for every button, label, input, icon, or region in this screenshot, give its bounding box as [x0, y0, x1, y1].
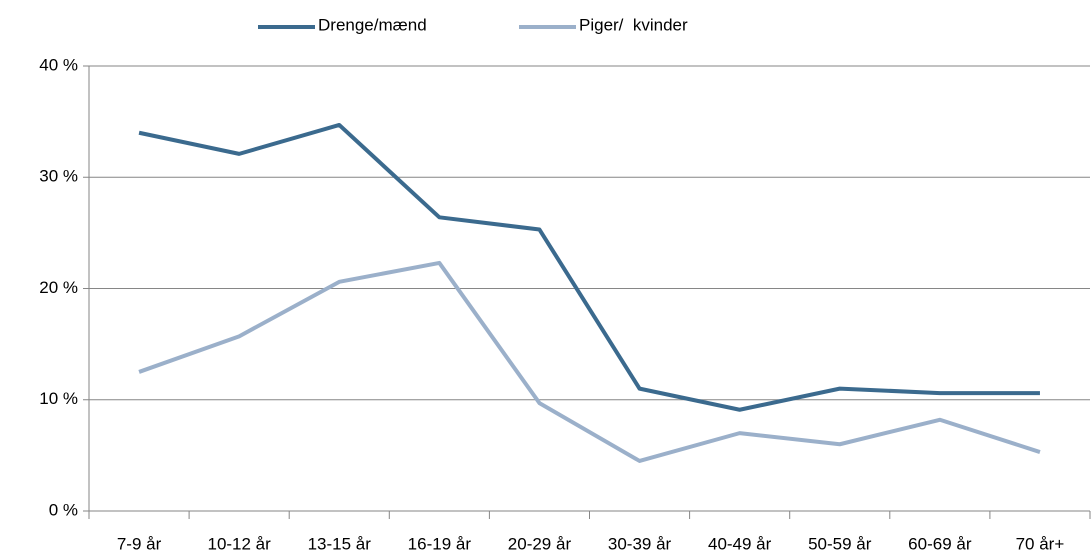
legend-label: Drenge/mænd	[318, 15, 427, 34]
x-tick-label: 50-59 år	[808, 534, 872, 553]
x-tick-label: 30-39 år	[608, 534, 672, 553]
y-tick-label: 30 %	[39, 167, 78, 186]
series-line	[138, 260, 1041, 463]
legend-label: Piger/ kvinder	[579, 15, 688, 34]
y-tick-label: 0 %	[49, 500, 78, 519]
x-tick-label: 7-9 år	[117, 534, 162, 553]
x-tick-label: 60-69 år	[908, 534, 972, 553]
x-tick-label: 70 år+	[1016, 534, 1065, 553]
x-tick-label: 10-12 år	[207, 534, 271, 553]
y-tick-label: 20 %	[39, 278, 78, 297]
y-tick-label: 10 %	[39, 389, 78, 408]
x-tick-label: 20-29 år	[508, 534, 572, 553]
x-tick-label: 13-15 år	[308, 534, 372, 553]
x-tick-label: 16-19 år	[408, 534, 472, 553]
y-tick-label: 40 %	[39, 55, 78, 74]
x-tick-label: 40-49 år	[708, 534, 772, 553]
series-line	[138, 122, 1040, 412]
